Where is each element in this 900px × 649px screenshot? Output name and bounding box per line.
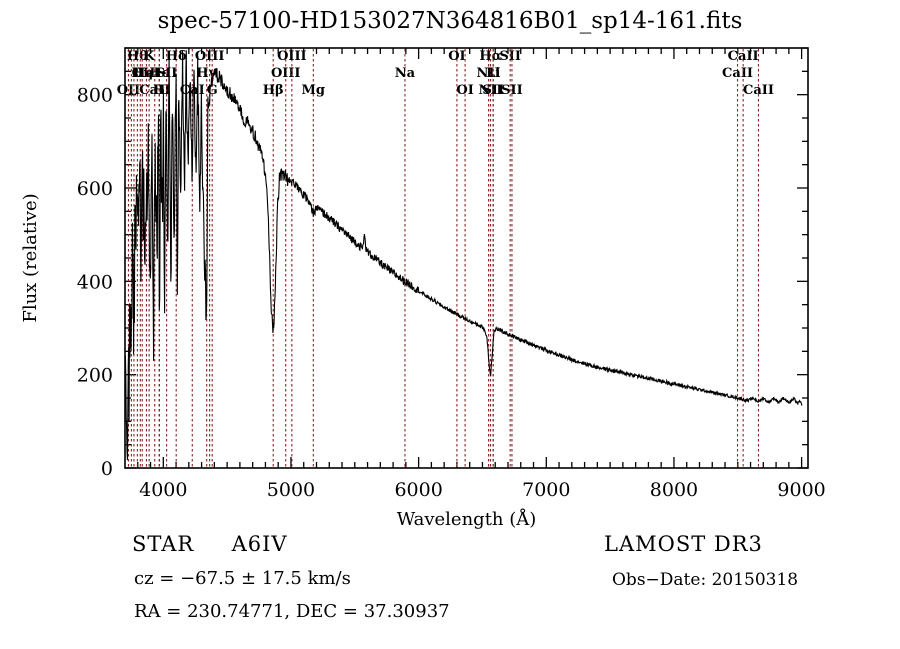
spectral-line-label: SII — [156, 66, 178, 81]
spectral-line-label: SII — [501, 83, 523, 98]
spectral-line-label: Na — [395, 66, 416, 81]
x-tick-label: 8000 — [650, 479, 698, 501]
y-tick-label: 0 — [101, 458, 113, 480]
x-tick-label: 9000 — [777, 479, 825, 501]
spectral-line-label: OI — [448, 49, 465, 64]
spectral-type: A6IV — [231, 532, 288, 556]
spectral-line-label: NII — [478, 83, 502, 98]
spectral-line-label: Hδ — [166, 49, 187, 64]
spectral-line-label: G — [207, 83, 218, 98]
y-tick-label: 200 — [77, 365, 113, 387]
object-class-and-type: STAR A6IV — [132, 532, 288, 556]
y-tick-label: 800 — [77, 85, 113, 107]
coordinates: RA = 230.74771, DEC = 37.30937 — [134, 601, 450, 622]
spectral-line-label: CaII — [728, 49, 759, 64]
spectral-line-label: K — [143, 49, 155, 64]
y-axis-label: Flux (relative) — [20, 193, 41, 322]
plot-frame — [124, 47, 809, 469]
spectral-line-label: NII — [477, 66, 501, 81]
x-axis-label: Wavelength (Å) — [397, 508, 537, 530]
radial-velocity: cz = −67.5 ± 17.5 km/s — [134, 568, 351, 589]
object-class: STAR — [132, 532, 195, 556]
survey-name: LAMOST DR3 — [604, 532, 763, 556]
spectral-line-label: OIII — [277, 49, 307, 64]
x-tick-label: 7000 — [522, 479, 570, 501]
y-tick-label: 600 — [77, 178, 113, 200]
x-tick-label: 5000 — [267, 479, 315, 501]
spectral-line-label: SII — [482, 83, 504, 98]
spectral-line-label: Hθ — [127, 49, 148, 64]
spectral-line-label: Hε — [149, 66, 169, 81]
x-tick-label: 6000 — [394, 479, 442, 501]
spectral-line-label: CaII — [722, 66, 753, 81]
x-tick-label: 4000 — [139, 479, 187, 501]
spectral-line-label: OII — [117, 83, 141, 98]
spectral-line-label: SII — [499, 49, 521, 64]
spectral-line-label: Hη — [131, 66, 153, 81]
spectral-line-label: Mg — [302, 83, 325, 98]
spectral-line-label: OIII — [271, 66, 301, 81]
observation-date: Obs−Date: 20150318 — [612, 570, 799, 590]
spectral-line-label: CaII — [743, 83, 774, 98]
spectral-line-label: OI — [132, 66, 149, 81]
spectral-line-label: CaII — [139, 83, 170, 98]
y-tick-label: 400 — [77, 271, 113, 293]
spectral-line-label: OIII — [195, 49, 225, 64]
spectral-line-label: Li — [486, 66, 500, 81]
spectral-line-label: OI — [456, 83, 473, 98]
spectral-line-label: Hβ — [263, 83, 284, 98]
spectrum-trace — [125, 50, 803, 461]
page-title: spec-57100-HD153027N364816B01_sp14-161.f… — [157, 8, 743, 34]
spectral-line-label: HeI — [133, 66, 160, 81]
